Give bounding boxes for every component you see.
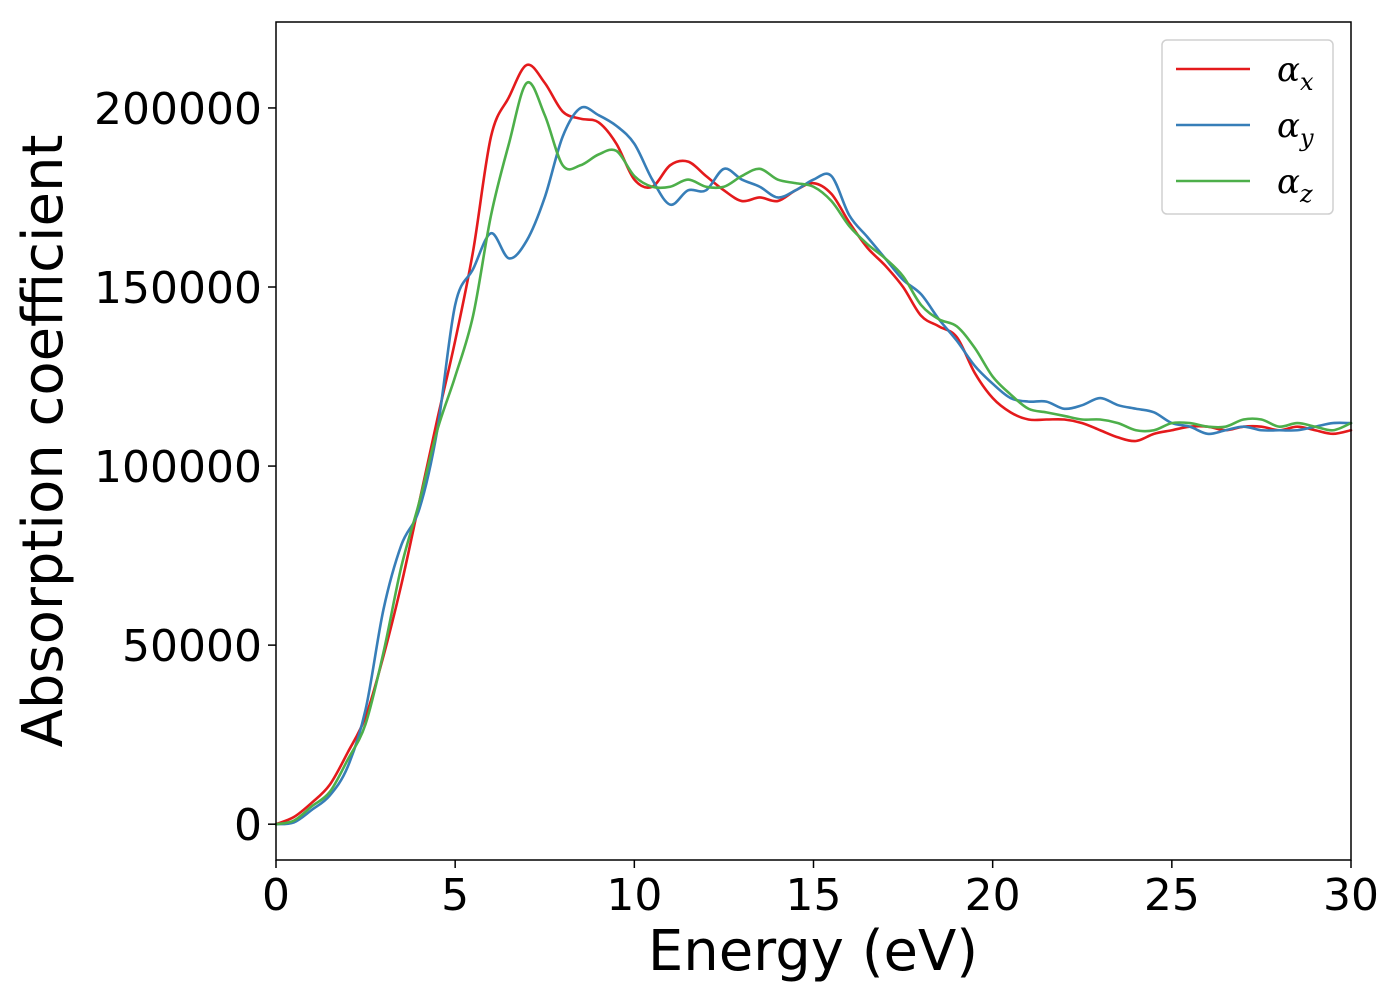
- x-tick-label: 25: [1144, 870, 1200, 921]
- legend-label-y: αy: [1277, 106, 1314, 152]
- series-layer: [274, 63, 1353, 826]
- x-tick-label: 15: [786, 870, 842, 921]
- x-tick-label: 5: [441, 870, 469, 921]
- y-tick-label: 150000: [94, 263, 262, 314]
- series-line-z: [274, 81, 1353, 826]
- y-tick-label: 100000: [94, 442, 262, 493]
- x-axis-label: Energy (eV): [648, 919, 978, 984]
- x-tick-label: 10: [606, 870, 662, 921]
- x-tick-label: 30: [1323, 870, 1379, 921]
- x-tick-label: 20: [965, 870, 1021, 921]
- y-axis-label: Absorption coefficient: [11, 135, 76, 748]
- x-tick-label: 0: [262, 870, 290, 921]
- y-tick-label: 0: [234, 800, 262, 851]
- legend-box: [1161, 39, 1334, 215]
- x-axis: 0 5 10 15 20 25 30: [262, 860, 1379, 921]
- legend-label-x: αx: [1277, 50, 1314, 96]
- y-tick-label: 200000: [94, 84, 262, 135]
- y-axis: 0 50000 100000 150000 200000: [94, 84, 276, 851]
- y-tick-label: 50000: [122, 621, 262, 672]
